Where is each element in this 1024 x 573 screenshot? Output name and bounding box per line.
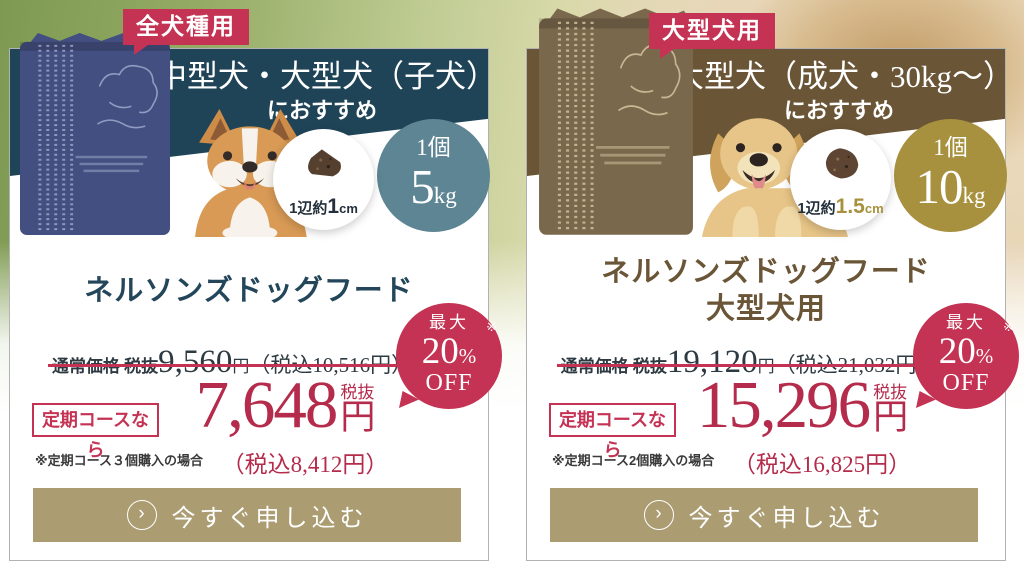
kibble-size-label: 1辺約1.5cm — [790, 196, 891, 217]
subscription-price-amount: 7,648 — [195, 368, 339, 442]
purchase-note: ※定期コース2個購入の場合 — [552, 453, 715, 468]
subscription-label-box: 定期コースなら — [32, 403, 159, 460]
discount-max-label: 最大 — [429, 313, 469, 332]
recommend-title: 大型犬（成犬・30kg～） — [673, 59, 1014, 94]
discount-asterisk: ※ — [486, 319, 497, 334]
ribbon-large-dogs: 大型犬用 — [649, 13, 775, 59]
pack-weight: 10kg — [894, 162, 1007, 211]
pack-weight-value: 10 — [915, 158, 964, 214]
strikethrough-price: 通常価格 税抜19,120円（税込21,032円） — [556, 344, 942, 381]
recommend-title: 中型犬・大型犬（子犬） — [156, 59, 497, 94]
subscription-label-box: 定期コースなら — [549, 403, 676, 460]
product-name-line2: 大型犬用 — [705, 293, 826, 326]
apply-button-label: 今すぐ申し込む — [171, 504, 368, 532]
regular-price-prefix: 通常価格 税抜 — [560, 357, 667, 376]
kibble-size-label: 1辺約1cm — [273, 196, 374, 217]
pack-weight-value: 5 — [410, 158, 434, 214]
discount-percent: 20% — [421, 330, 477, 372]
product-card-large-dogs: 大型犬用 大型犬（成犬・30kg～） におすすめ — [526, 8, 1019, 561]
apply-now-button[interactable]: › 今すぐ申し込む — [33, 488, 461, 542]
discount-badge: 最大 20% OFF ※ — [913, 303, 1019, 409]
pack-weight: 5kg — [377, 162, 490, 211]
product-card-all-breeds: 全犬種用 中型犬・大型犬（子犬） におすすめ — [9, 9, 502, 561]
product-name-line1: ネルソンズドッグフード — [84, 275, 414, 307]
pack-weight-circle: 1個 10kg — [894, 119, 1007, 232]
discount-max-label: 最大 — [946, 313, 986, 332]
ribbon-label: 大型犬用 — [662, 17, 762, 43]
discount-badge: 最大 20% OFF ※ — [396, 303, 502, 409]
corgi-photo — [170, 105, 344, 240]
pack-weight-unit: kg — [433, 182, 457, 208]
regular-price-amount: 9,560 — [158, 344, 233, 380]
kibble-size-prefix: 1辺約 — [797, 200, 836, 217]
discount-off-label: OFF — [425, 369, 473, 396]
kibble-size-circle: 1辺約1.5cm — [790, 129, 891, 230]
kibble-size-value: 1.5 — [835, 195, 865, 218]
product-name: ネルソンズドッグフード 大型犬用 — [527, 254, 1005, 328]
subscription-price: 15,296 税抜 円 — [662, 368, 943, 442]
subscription-price-tax-label: 税抜 — [340, 382, 375, 402]
kibble-size-circle: 1辺約1cm — [273, 129, 374, 230]
recommend-banner-text: 大型犬（成犬・30kg～） におすすめ — [673, 56, 1014, 124]
pack-count: 1個 — [933, 135, 968, 160]
apply-button-label: 今すぐ申し込む — [688, 504, 885, 532]
discount-asterisk: ※ — [1003, 319, 1014, 334]
kibble-size-value: 1 — [327, 195, 340, 218]
discount-percent: 20% — [938, 330, 994, 372]
tax-included-price: （税込16,825円） — [732, 452, 912, 477]
subscription-price-yen: 円 — [873, 397, 909, 437]
regular-price: 通常価格 税抜9,560円（税込10,516円） — [10, 344, 454, 381]
regular-price: 通常価格 税抜19,120円（税込21,032円） — [527, 344, 971, 381]
regular-price-prefix: 通常価格 税抜 — [51, 357, 159, 376]
regular-price-amount: 19,120 — [666, 344, 758, 380]
strikethrough-price: 通常価格 税抜9,560円（税込10,516円） — [47, 344, 417, 381]
ribbon-all-breeds: 全犬種用 — [123, 9, 249, 55]
kibble-image — [307, 149, 341, 177]
pack-weight-unit: kg — [962, 182, 986, 208]
recommend-banner-text: 中型犬・大型犬（子犬） におすすめ — [156, 56, 497, 124]
kibble-image — [825, 148, 858, 179]
subscription-price-tax-label: 税抜 — [873, 382, 908, 402]
arrow-circle-icon: › — [643, 500, 674, 530]
tax-included-price: （税込8,412円） — [221, 452, 389, 477]
product-name-line1: ネルソンズドッグフード — [601, 256, 931, 288]
product-bag-image — [18, 29, 172, 237]
subscription-price-amount: 15,296 — [696, 368, 871, 442]
apply-now-button[interactable]: › 今すぐ申し込む — [550, 488, 978, 542]
pack-weight-circle: 1個 5kg — [377, 119, 490, 232]
product-name: ネルソンズドッグフード — [10, 273, 488, 310]
subscription-price-yen: 円 — [340, 397, 376, 437]
subscription-price: 7,648 税抜 円 — [145, 368, 426, 442]
kibble-size-unit: cm — [339, 201, 358, 216]
recommend-subtitle: におすすめ — [783, 97, 894, 123]
discount-off-label: OFF — [942, 369, 990, 396]
kibble-size-prefix: 1辺約 — [289, 200, 328, 217]
arrow-circle-icon: › — [126, 500, 157, 530]
purchase-note: ※定期コース３個購入の場合 — [35, 453, 203, 468]
ribbon-label: 全犬種用 — [136, 13, 236, 39]
pack-count: 1個 — [416, 135, 451, 160]
kibble-size-unit: cm — [864, 201, 884, 216]
product-bag-image — [537, 4, 695, 237]
